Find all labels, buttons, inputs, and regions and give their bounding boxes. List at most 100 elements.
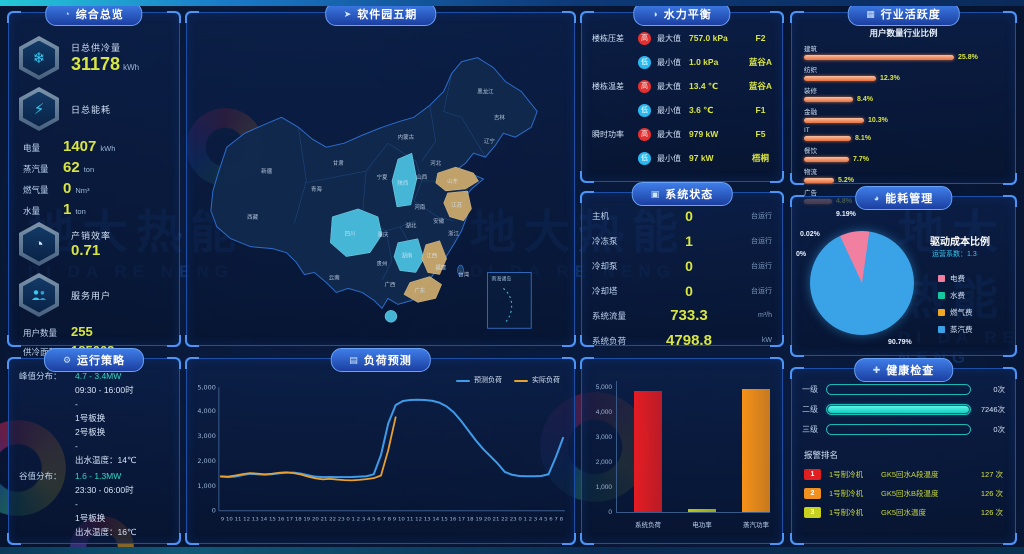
panel-strategy-header[interactable]: ⚙ 运行策略	[43, 348, 145, 372]
industry-bar	[804, 97, 853, 102]
industry-row: 装修 8.4%	[804, 85, 1003, 103]
south-sea-inset: 南海诸岛	[487, 272, 532, 329]
industry-row: 建筑 25.8%	[804, 43, 1003, 61]
hydraulic-row: 低 最小值 97 kW 梧桐	[582, 146, 782, 170]
daily-cooling-value: 31178 kWh	[71, 54, 140, 74]
panel-health: ✚ 健康检查 一级 0次 二级 7246次 三级 0次 报警排名 1 1号制冷机…	[790, 358, 1017, 545]
legend-forecast-series: 预测负荷	[456, 375, 502, 385]
province-label: 辽宁	[484, 137, 495, 145]
province-label: 山东	[447, 177, 458, 185]
industry-bar-chart[interactable]: 建筑 25.8% 纺织 12.3% 装修 8.4% 金融 10.3% IT 8.1% 餐饮 7.7% 物…	[792, 43, 1015, 205]
industry-percent: 5.2%	[838, 177, 854, 184]
alarm-rank-title: 报警排名	[804, 450, 839, 460]
legend-item[interactable]: 电费	[938, 273, 965, 284]
industry-label: 金融	[804, 109, 817, 116]
industry-label: 物流	[804, 169, 817, 176]
legend-item[interactable]: 燃气费	[938, 307, 973, 318]
chart-icon: ▤	[349, 354, 359, 365]
panel-industry-title: 行业活跃度	[880, 9, 941, 21]
province-label: 四川	[345, 231, 356, 238]
low-icon: 低	[638, 55, 651, 69]
alarm-rank-row[interactable]: 3 1号制冷机 GK5回水温度 126 次	[804, 507, 1003, 518]
health-level-row: 三级 0次	[802, 424, 1005, 435]
industry-percent: 8.4%	[857, 96, 873, 103]
status-row: 系统流量 733.3 m³/h	[592, 307, 772, 324]
forecast-legend[interactable]: 预测负荷 实际负荷	[456, 375, 560, 385]
industry-bar	[804, 118, 864, 123]
industry-bar	[804, 178, 834, 183]
industry-percent: 10.3%	[868, 117, 888, 124]
province-label: 新疆	[261, 167, 272, 175]
industry-percent: 7.7%	[853, 156, 869, 163]
forecast-chart[interactable]: 0 1,000 2,000 3,000 4,000 5,000 9 10 11 …	[187, 359, 574, 543]
cost-pie-chart[interactable]	[810, 231, 914, 335]
industry-chart-title: 用户数量行业比例	[869, 28, 938, 38]
province-label: 浙江	[448, 230, 459, 238]
alarm-rank-row[interactable]: 2 1号制冷机 GK5回水B段温度 126 次	[804, 488, 1003, 499]
pie-callout: 90.79%	[888, 339, 912, 346]
panel-health-header[interactable]: ✚ 健康检查	[853, 358, 954, 382]
province-label: 山西	[416, 173, 427, 181]
hydraulic-row: 低 最小值 3.6 ℃ F1	[582, 98, 782, 122]
panel-industry-header[interactable]: ▦ 行业活跃度	[847, 2, 960, 26]
province-label: 湖南	[401, 252, 412, 260]
map-highlight-blue	[330, 152, 425, 323]
health-bar	[826, 384, 971, 395]
low-icon: 低	[638, 103, 651, 117]
corner-accent	[1003, 533, 1017, 545]
panel-forecast-header[interactable]: ▤ 负荷预测	[330, 348, 431, 372]
server-icon: ▣	[650, 188, 661, 199]
industry-label: 建筑	[804, 46, 817, 53]
bar-system-load	[634, 391, 662, 512]
industry-percent: 25.8%	[958, 54, 978, 61]
industry-label: 纺织	[804, 67, 817, 74]
status-row: 系统负荷 4798.8 kW	[592, 332, 772, 349]
svg-text:3,000: 3,000	[197, 432, 215, 440]
high-icon: 高	[638, 79, 651, 93]
province-label: 西藏	[247, 213, 258, 221]
industry-bar	[804, 76, 876, 81]
high-icon: 高	[638, 31, 651, 45]
daily-cooling-label: 日总供冷量	[71, 43, 122, 53]
status-row: 主机 0 台运行	[592, 207, 772, 224]
y-tick: 5,000	[595, 384, 612, 391]
x-axis-labels: 9 10 11 12 13 14 15 16 17 18 19 20 21 22…	[221, 517, 563, 523]
gear-icon: ⚙	[62, 354, 73, 365]
corner-accent	[580, 171, 594, 183]
panel-overview-title: 综合总览	[75, 9, 124, 21]
user-count-row: 用户数量 255	[23, 324, 93, 339]
bar-category-label: 电功率	[692, 522, 712, 529]
gauge-icon: ◔	[64, 9, 71, 19]
svg-text:南海诸岛: 南海诸岛	[491, 275, 511, 282]
industry-row: IT 8.1%	[804, 127, 1003, 142]
province-label: 广东	[414, 286, 425, 294]
panel-energy-mgmt-header[interactable]: ◕ 能耗管理	[854, 186, 953, 210]
health-level-row: 二级 7246次	[802, 404, 1005, 415]
panel-overview-header[interactable]: ◔ 综合总览	[45, 2, 143, 26]
alarm-rank-row[interactable]: 1 1号制冷机 GK5回水A段温度 127 次	[804, 469, 1003, 480]
panel-system-status-header[interactable]: ▣ 系统状态	[631, 182, 733, 206]
legend-item[interactable]: 水费	[938, 290, 965, 301]
forecast-series-line	[219, 398, 565, 479]
svg-text:0: 0	[212, 507, 216, 515]
pie-subtitle: 运营系数：1.3	[932, 251, 977, 258]
corner-accent	[167, 357, 181, 369]
efficiency-value: 0.71	[71, 242, 101, 259]
legend-item[interactable]: 蒸汽费	[938, 324, 973, 335]
hydraulic-row: 瞬时功率 高 最大值 979 kW F5	[592, 127, 766, 141]
y-tick: 0	[608, 509, 612, 516]
pie-chart-icon: ◕	[873, 193, 881, 203]
province-label: 台湾	[458, 271, 469, 279]
status-row: 冷却泵 0 台运行	[592, 257, 772, 274]
bottom-accent-strip	[0, 547, 1024, 554]
panel-health-title: 健康检查	[886, 365, 935, 377]
pie-icon: ◔	[19, 222, 59, 266]
corner-accent	[7, 357, 21, 369]
efficiency-stat: ◔ 产销效率 0.71	[19, 222, 179, 266]
corner-accent	[790, 533, 804, 545]
svg-text:1,000: 1,000	[197, 482, 215, 490]
y-tick: 3,000	[595, 434, 612, 441]
province-label: 重庆	[378, 231, 389, 239]
power-bar-chart[interactable]: 0 1,000 2,000 3,000 4,000 5,000 系统负荷 电功率…	[582, 359, 782, 543]
